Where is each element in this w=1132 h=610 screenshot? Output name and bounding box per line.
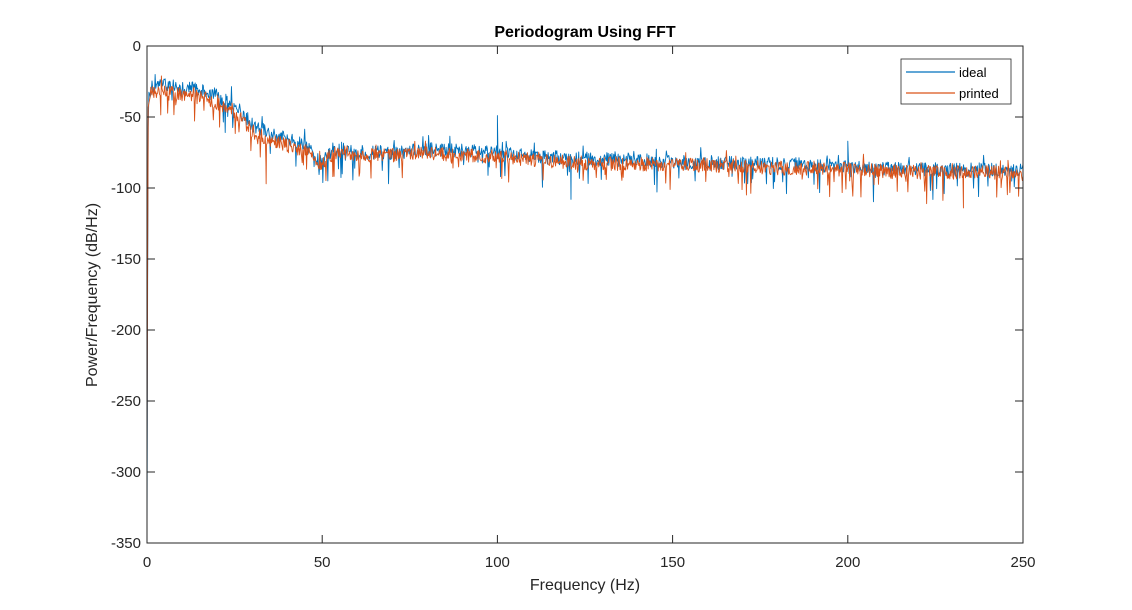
x-tick-label: 100	[485, 554, 510, 571]
ticks-layer: 0 50 100 150 200 250 0 -50 -100 -150 -200 -250 -300 -…	[111, 38, 1036, 571]
y-tick-label: -100	[111, 180, 141, 197]
x-tick-label: 0	[143, 554, 151, 571]
y-tick-label: -150	[111, 251, 141, 268]
x-tick-label: 50	[314, 554, 331, 571]
y-tick-label: -200	[111, 322, 141, 339]
legend-box	[900, 58, 1012, 105]
y-tick-label: -350	[111, 535, 141, 552]
legend-label-printed: printed	[959, 86, 999, 101]
plot-area	[147, 46, 1023, 543]
plot-frame	[146, 45, 1024, 544]
y-tick-label: -50	[119, 109, 141, 126]
series-layer	[146, 74, 1024, 544]
x-tick-label: 250	[1010, 554, 1035, 571]
y-axis-label: Power/Frequency (dB/Hz)	[84, 203, 101, 387]
x-tick-label: 150	[660, 554, 685, 571]
chart-title: Periodogram Using FFT	[494, 24, 676, 41]
series-line-printed	[146, 75, 1024, 473]
legend-label-ideal: ideal	[959, 65, 987, 80]
x-axis-label: Frequency (Hz)	[530, 577, 640, 594]
x-tick-label: 200	[835, 554, 860, 571]
legend: ideal printed	[900, 58, 1012, 105]
y-tick-label: -250	[111, 393, 141, 410]
y-tick-label: -300	[111, 464, 141, 481]
y-tick-label: 0	[133, 38, 141, 55]
